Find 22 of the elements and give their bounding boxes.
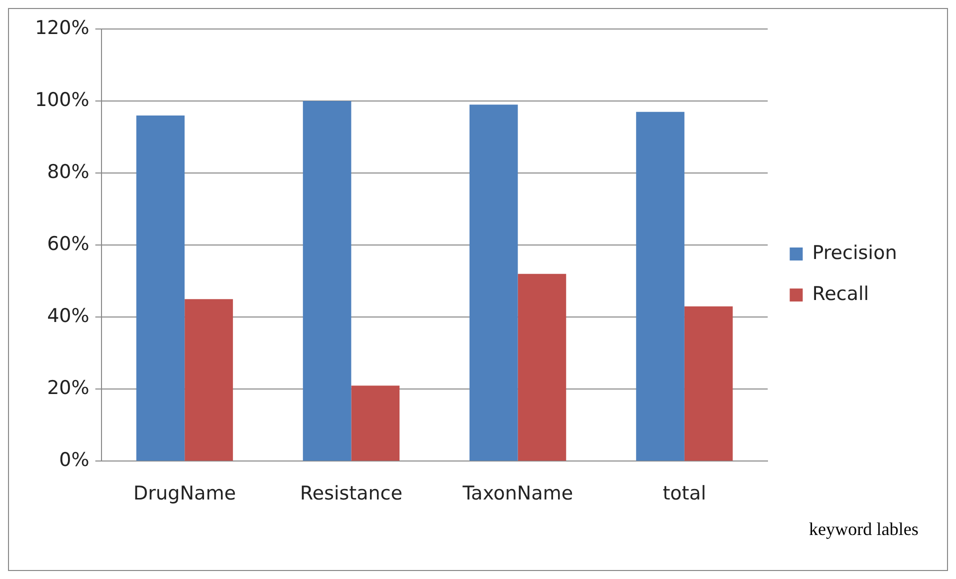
bar [636, 112, 684, 461]
y-tick-label: 0% [59, 449, 90, 472]
y-tick-label: 80% [47, 161, 90, 184]
bar [470, 104, 518, 461]
bar [684, 306, 733, 461]
y-tick-label: 20% [47, 377, 90, 400]
x-tick-label: DrugName [133, 482, 236, 505]
x-tick-label: TaxonName [462, 482, 574, 505]
y-tick-label: 100% [34, 88, 90, 111]
legend-label: Precision [812, 242, 898, 264]
x-axis-title: keyword lables [809, 518, 919, 541]
bar [184, 299, 233, 461]
bar [351, 386, 400, 461]
y-tick-label: 60% [47, 233, 90, 256]
legend-label: Recall [812, 282, 869, 305]
y-tick-label: 120% [34, 16, 90, 39]
bar [518, 274, 566, 461]
x-tick-label: Resistance [300, 482, 402, 505]
bar [302, 101, 352, 461]
x-tick-label: total [662, 482, 706, 505]
y-tick-label: 40% [47, 305, 90, 328]
bar [136, 115, 185, 461]
